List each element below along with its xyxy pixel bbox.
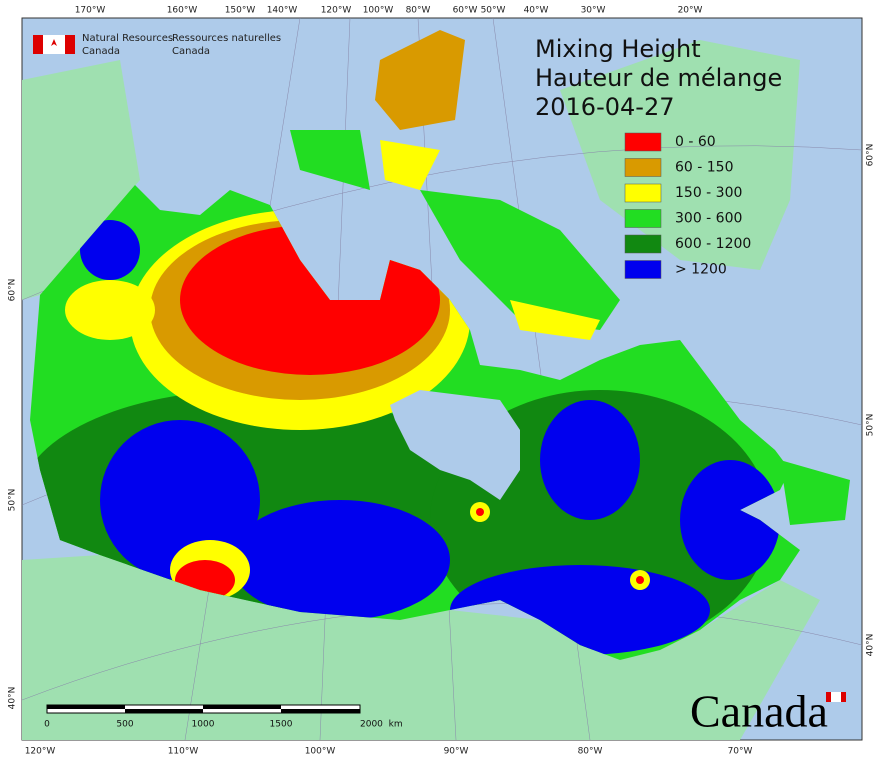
title-line: Mixing Height (535, 35, 701, 63)
top-axis-label: 50°W (481, 6, 506, 16)
top-axis-label: 60°W (453, 6, 478, 16)
flag-bar (33, 35, 43, 54)
scale-labels: 0 500 1000 1500 2000 km (44, 720, 402, 730)
wordmark: Canada (690, 686, 828, 737)
legend-label: 600 - 1200 (675, 236, 751, 252)
scale-bar (46, 704, 361, 714)
right-axis-label: 50°N (866, 414, 876, 437)
top-axis-label: 140°W (267, 6, 298, 16)
bottom-axis-label: 100°W (305, 747, 336, 757)
legend-swatch (624, 234, 662, 254)
header: Natural Resources Canada Ressources nature… (82, 33, 281, 57)
bottom-axis-label: 120°W (25, 747, 56, 757)
top-axis-label: 30°W (581, 6, 606, 16)
agency-fr: Canada (172, 46, 210, 57)
top-axis-label: 20°W (678, 6, 703, 16)
scale-label: 1000 (192, 720, 215, 730)
scale-label: 500 (116, 720, 133, 730)
legend-swatch (624, 209, 662, 228)
left-axis-label: 60°N (8, 279, 18, 302)
agency-fr: Ressources naturelles (172, 33, 281, 44)
title-line: 2016-04-27 (535, 93, 674, 121)
legend-label: > 1200 (675, 262, 727, 278)
bottom-axis-label: 70°W (728, 747, 753, 757)
bottom-axis-label: 90°W (444, 747, 469, 757)
title-line: Hauteur de mélange (535, 64, 782, 92)
legend-swatch (624, 260, 662, 279)
legend: 0 - 60 60 - 150 150 - 300 300 - 600 600 - 12… (624, 132, 751, 279)
top-axis-label: 80°W (406, 6, 431, 16)
scale-label: 0 (44, 720, 50, 730)
legend-label: 300 - 600 (675, 211, 742, 227)
flag-bar (65, 35, 75, 54)
flag-leaf (51, 39, 57, 46)
scale-label: 2000 km (360, 720, 403, 730)
neighbour-land (22, 40, 820, 740)
hudson-bay (390, 390, 520, 500)
top-axis-label: 100°W (363, 6, 394, 16)
agency-en: Canada (82, 46, 120, 57)
right-axis-label: 60°N (866, 144, 876, 167)
axis-labels: 170°W 160°W 150°W 140°W 120°W 100°W 80°W 60°W 50… (8, 6, 876, 757)
top-axis-label: 170°W (75, 6, 106, 16)
legend-label: 150 - 300 (675, 185, 742, 201)
top-axis-label: 150°W (225, 6, 256, 16)
bottom-axis-label: 110°W (168, 747, 199, 757)
top-axis-label: 40°W (524, 6, 549, 16)
bottom-axis-label: 80°W (578, 747, 603, 757)
top-axis-label: 160°W (167, 6, 198, 16)
legend-swatch (624, 158, 662, 177)
flag-logo (33, 35, 75, 54)
left-axis-label: 50°N (8, 489, 18, 512)
legend-swatch (624, 132, 662, 152)
left-axis-label: 40°N (8, 687, 18, 710)
legend-label: 60 - 150 (675, 160, 734, 176)
wordmark-flag (831, 692, 841, 702)
agency-en: Natural Resources (82, 33, 173, 44)
top-axis-label: 120°W (321, 6, 352, 16)
scale-label: 1500 (270, 720, 293, 730)
legend-swatch (624, 183, 662, 203)
legend-label: 0 - 60 (675, 134, 716, 150)
right-axis-label: 40°N (866, 634, 876, 657)
arctic-islands (290, 30, 850, 525)
